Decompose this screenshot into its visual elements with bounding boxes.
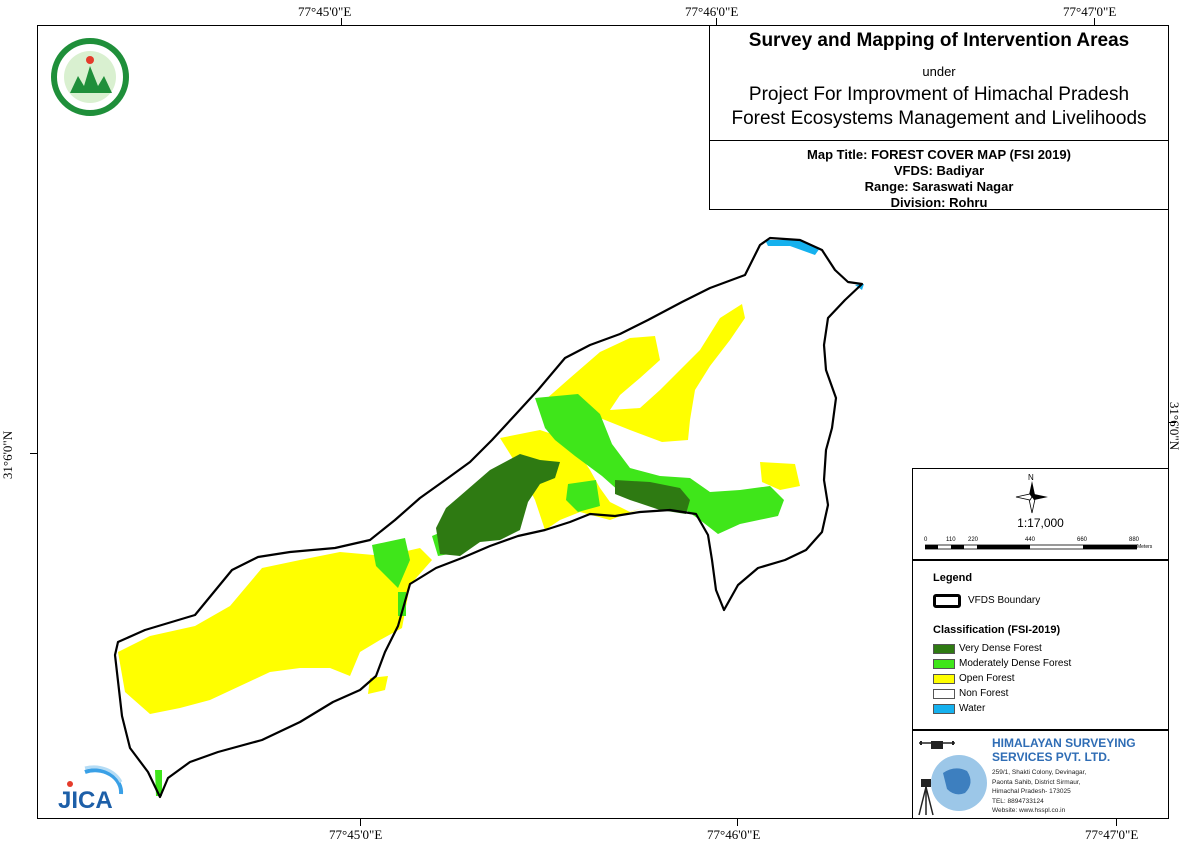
address-phone: TEL: 8894733124 xyxy=(992,797,1044,805)
address-line-2: Paonta Sahib, District Sirmaur, xyxy=(992,778,1081,786)
svg-text:N: N xyxy=(1028,473,1034,482)
coord-top-3: 77°47'0"E xyxy=(1063,4,1117,19)
tick-top-2 xyxy=(716,18,717,25)
title-divider xyxy=(710,140,1168,141)
tick-top-1 xyxy=(341,18,342,25)
jica-logo-text: JICA xyxy=(58,787,113,813)
scale-ratio: 1:17,000 xyxy=(1017,516,1064,530)
scale-block: N 1:17,000 0 110 220 440 660 880 Meters xyxy=(912,468,1169,560)
scale-tick-660: 660 xyxy=(1077,537,1088,543)
boundary-label: VFDS Boundary xyxy=(968,595,1041,606)
tick-right xyxy=(1169,422,1176,423)
non-forest-label: Non Forest xyxy=(959,688,1009,699)
map-title: Map Title: FOREST COVER MAP (FSI 2019) xyxy=(807,147,1071,162)
project-line-1: Project For Improvment of Himachal Prade… xyxy=(748,84,1130,105)
water-swatch xyxy=(933,704,955,714)
hp-forest-seal-logo xyxy=(51,38,129,116)
project-name: Project For Improvment of Himachal Prade… xyxy=(710,83,1168,131)
water-label: Water xyxy=(959,703,986,714)
range-name: Range: Saraswati Nagar xyxy=(864,179,1014,194)
tick-bottom-1 xyxy=(360,819,361,826)
vfds-boundary xyxy=(113,236,864,799)
scale-unit: Meters xyxy=(1137,544,1153,550)
open-forest-swatch xyxy=(933,674,955,684)
tick-top-3 xyxy=(1094,18,1095,25)
vfds-name: VFDS: Badiyar xyxy=(893,163,985,178)
legend-heading: Legend xyxy=(933,572,973,584)
jica-logo: JICA xyxy=(55,758,125,814)
address-line-3: Himachal Pradesh- 173025 xyxy=(992,788,1071,795)
project-line-2: Forest Ecosystems Management and Livelih… xyxy=(731,108,1147,129)
company-name-line-2: SERVICES PVT. LTD. xyxy=(992,750,1111,764)
address-website: Website: www.hsspl.co.in xyxy=(992,807,1066,814)
coord-bottom-1: 77°45'0"E xyxy=(329,827,383,842)
tick-bottom-2 xyxy=(737,819,738,826)
coord-top-2: 77°46'0"E xyxy=(685,4,739,19)
moderately-dense-swatch xyxy=(933,659,955,669)
scale-tick-880: 880 xyxy=(1129,537,1140,543)
tick-bottom-3 xyxy=(1116,819,1117,826)
company-name-line-1: HIMALAYAN SURVEYING xyxy=(992,736,1136,750)
scale-bar xyxy=(925,544,1137,550)
very-dense-label: Very Dense Forest xyxy=(959,643,1042,654)
open-forest-label: Open Forest xyxy=(959,673,1015,684)
address-line-1: 259/1, Shakti Colony, Devinagar, xyxy=(992,769,1087,776)
coord-bottom-3: 77°47'0"E xyxy=(1085,827,1139,842)
surveying-logo-icon xyxy=(918,741,987,816)
open-forest-areas xyxy=(118,304,800,714)
north-arrow-icon: N xyxy=(1015,473,1048,514)
classification-heading: Classification (FSI-2019) xyxy=(933,624,1061,636)
scale-tick-220: 220 xyxy=(968,537,979,543)
coord-bottom-2: 77°46'0"E xyxy=(707,827,761,842)
moderately-dense-label: Moderately Dense Forest xyxy=(959,658,1072,669)
company-address: 259/1, Shakti Colony, Devinagar, Paonta … xyxy=(992,768,1086,816)
map-info: Map Title: FOREST COVER MAP (FSI 2019) V… xyxy=(710,147,1168,211)
boundary-swatch xyxy=(933,594,961,608)
division-name: Division: Rohru xyxy=(890,195,988,210)
title-block: Survey and Mapping of Intervention Areas… xyxy=(709,25,1169,210)
very-dense-forest-areas xyxy=(436,454,690,556)
company-block: HIMALAYAN SURVEYING SERVICES PVT. LTD. 2… xyxy=(912,730,1169,819)
very-dense-swatch xyxy=(933,644,955,654)
legend: Legend VFDS Boundary Classification (FSI… xyxy=(912,560,1169,730)
coord-top-1: 77°45'0"E xyxy=(298,4,352,19)
main-title: Survey and Mapping of Intervention Areas xyxy=(748,30,1130,51)
company-name: HIMALAYAN SURVEYING SERVICES PVT. LTD. xyxy=(992,736,1136,764)
under-text: under xyxy=(922,64,956,79)
non-forest-swatch xyxy=(933,689,955,699)
tick-left xyxy=(30,453,37,454)
scale-tick-440: 440 xyxy=(1025,537,1036,543)
scale-tick-110: 110 xyxy=(946,537,956,543)
scale-tick-0: 0 xyxy=(924,537,928,543)
